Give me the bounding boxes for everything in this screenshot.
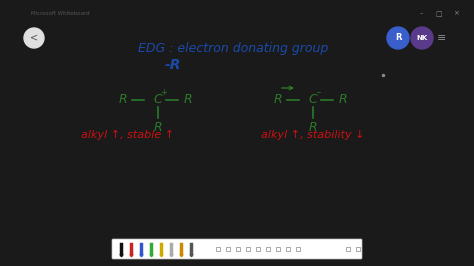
Text: R: R: [309, 122, 317, 135]
Text: C: C: [309, 94, 318, 106]
Text: alkyl ↑, stable ↑: alkyl ↑, stable ↑: [82, 130, 174, 140]
Text: R: R: [184, 94, 192, 106]
Text: Microsoft Whiteboard: Microsoft Whiteboard: [31, 11, 90, 16]
Text: +: +: [161, 89, 167, 98]
Text: –: –: [419, 11, 423, 17]
Text: R: R: [339, 94, 347, 106]
Text: R: R: [118, 94, 128, 106]
Text: -R: -R: [165, 58, 181, 72]
Text: R: R: [154, 122, 162, 135]
Text: □: □: [435, 11, 442, 17]
Text: R: R: [273, 94, 283, 106]
Circle shape: [387, 27, 409, 49]
Circle shape: [24, 28, 44, 48]
Circle shape: [411, 27, 433, 49]
Text: C: C: [154, 94, 163, 106]
Text: ×: ×: [453, 11, 459, 17]
Text: ≡: ≡: [438, 33, 447, 43]
Text: EDG : electron donating group: EDG : electron donating group: [138, 42, 328, 55]
FancyBboxPatch shape: [112, 239, 362, 259]
Text: R: R: [395, 34, 401, 43]
Text: –: –: [317, 89, 321, 98]
Text: <: <: [30, 33, 38, 43]
Text: alkyl ↑, stability ↓: alkyl ↑, stability ↓: [261, 130, 365, 140]
Text: NK: NK: [416, 35, 428, 41]
